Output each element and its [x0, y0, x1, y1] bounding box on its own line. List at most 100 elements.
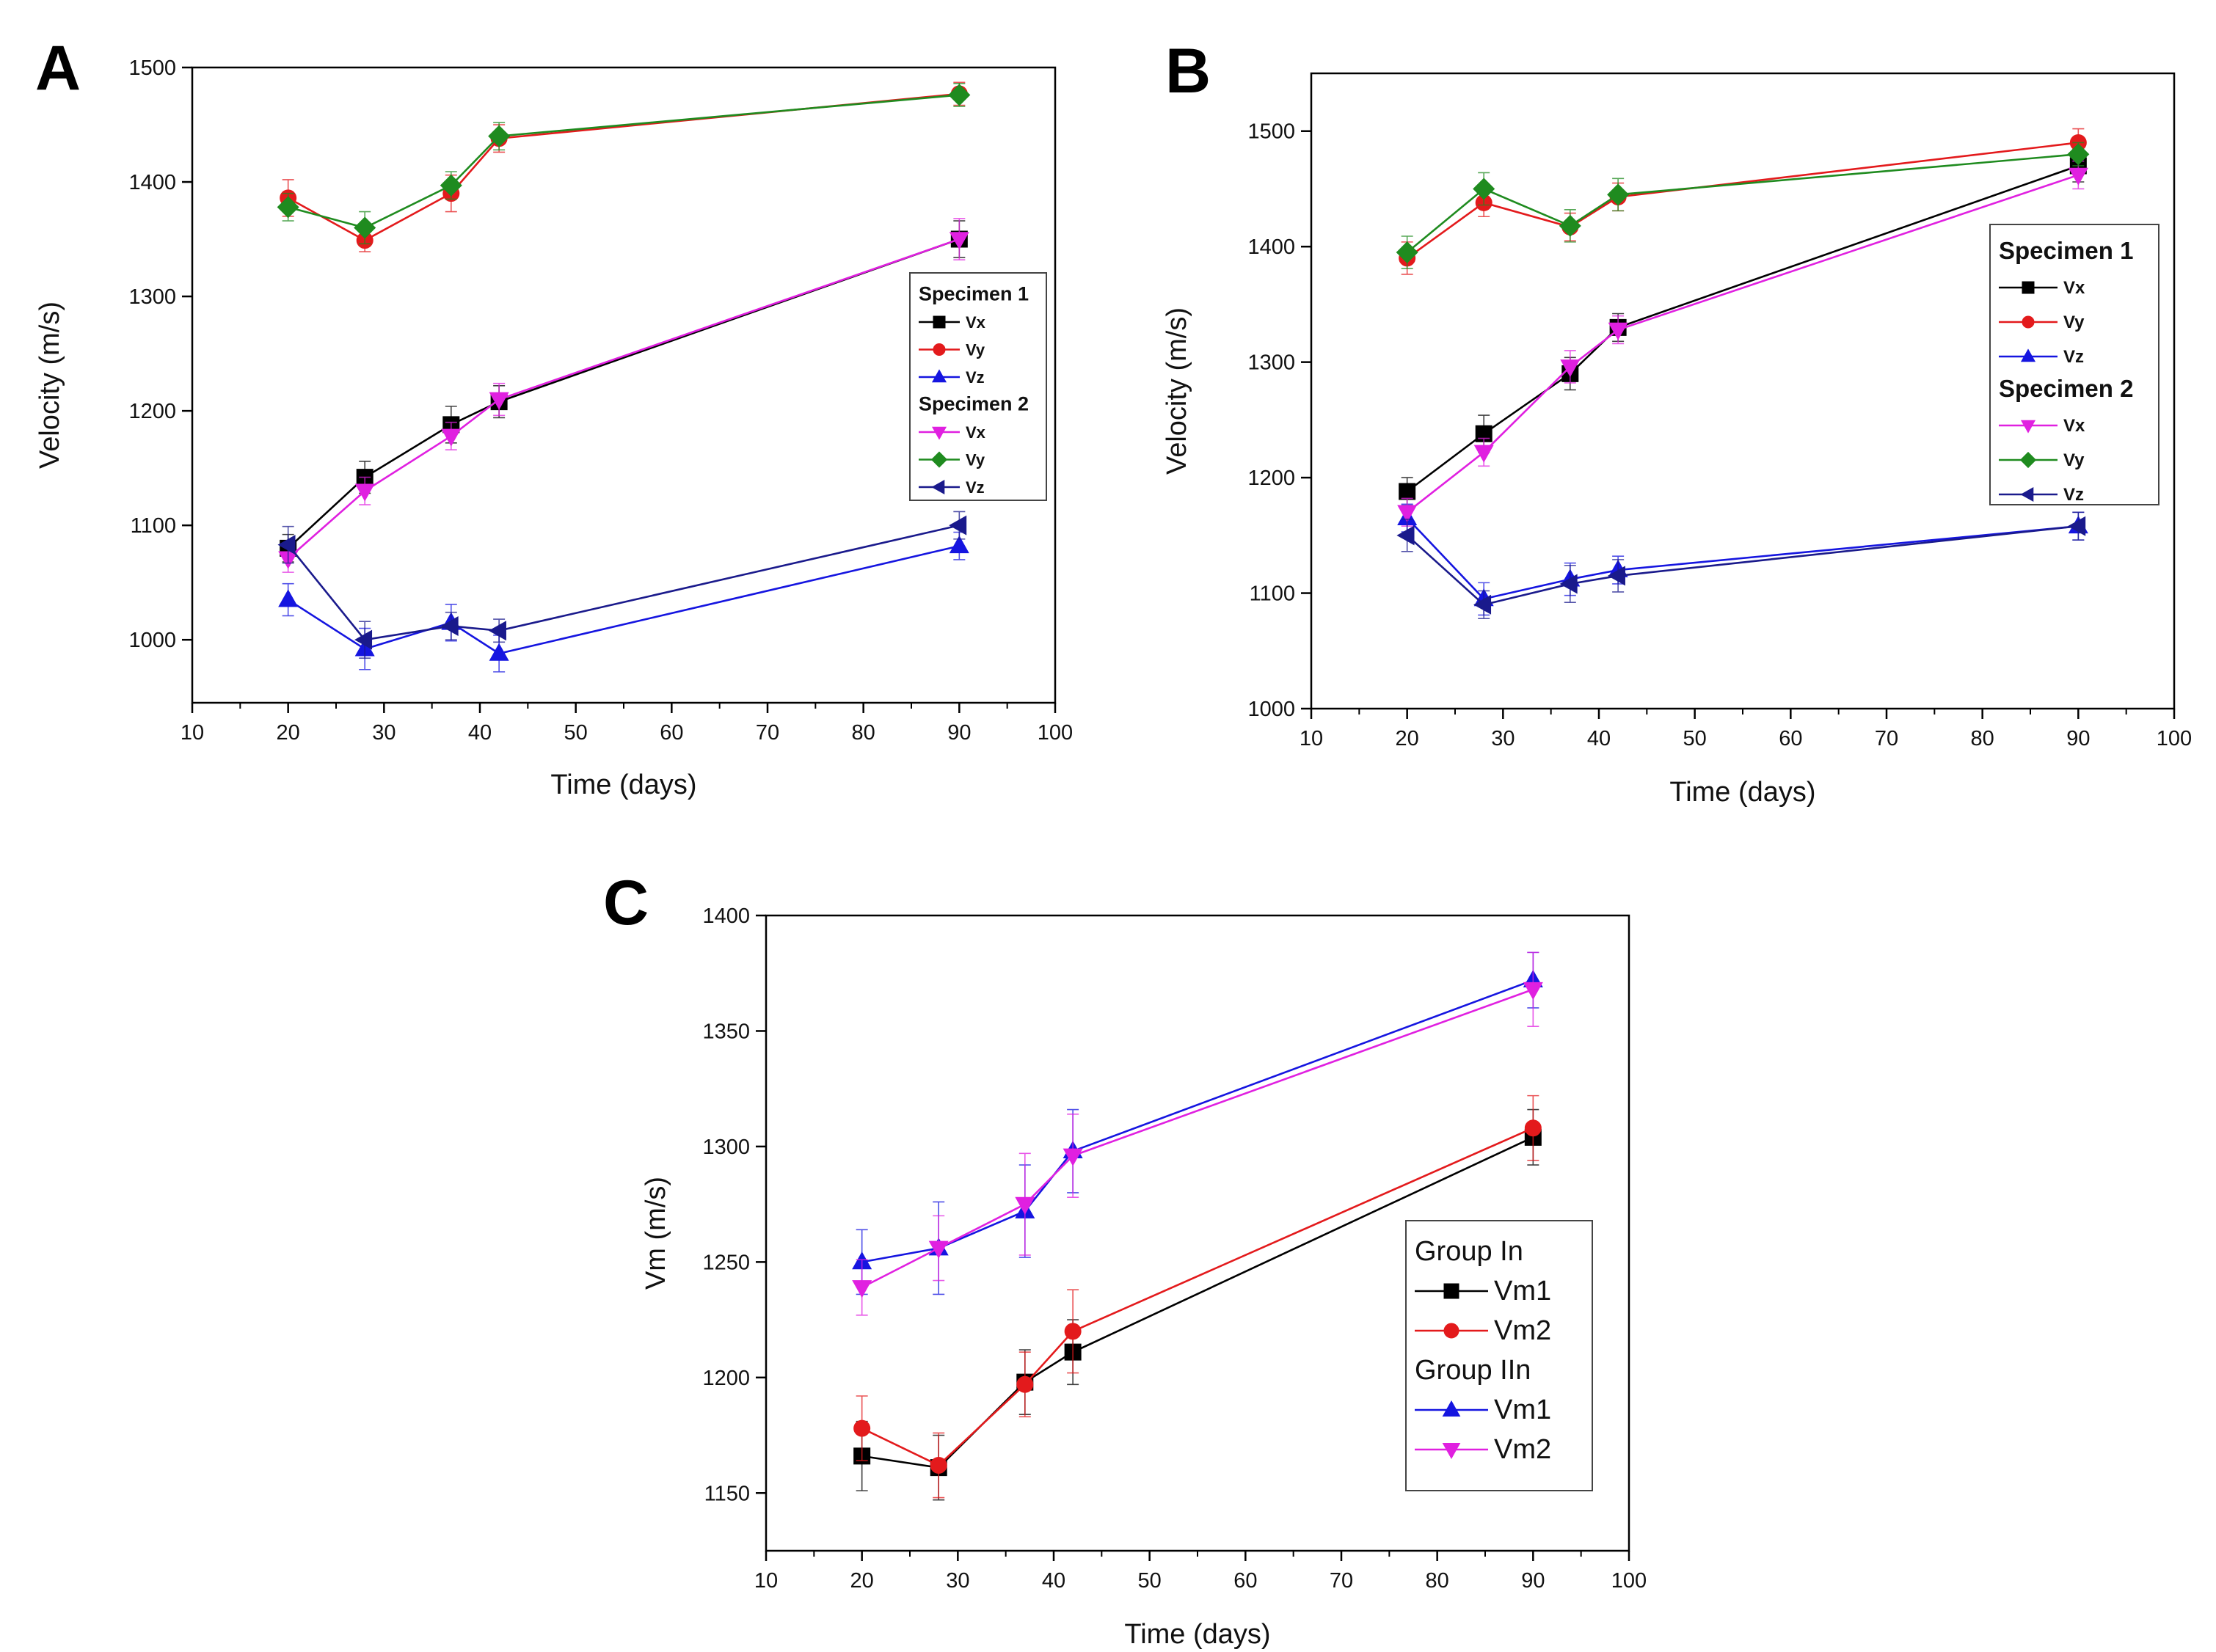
panel-b-legend: Specimen 1 Vx Vy Vz Specimen 2 Vx Vy Vz — [1989, 224, 2159, 505]
panel-c-data-point — [1016, 1375, 1034, 1393]
panel-c-legend-swatch-marker — [1442, 1400, 1461, 1417]
panel-b-x-tick-label: 20 — [1396, 727, 1419, 750]
panel-a-legend-swatch-marker — [933, 315, 946, 329]
panel-b-legend-item-label: Vy — [2063, 313, 2085, 332]
panel-a-data-point — [949, 232, 969, 250]
panel-c-y-axis-title: Vm (m/s) — [641, 1177, 671, 1290]
panel-b-y-tick-label: 1200 — [1247, 467, 1295, 490]
panel-a-series-3 — [278, 218, 969, 573]
panel-a-data-point — [440, 174, 462, 197]
panel-c-data-point — [852, 1280, 872, 1298]
panel-a-legend-item-label: Vx — [966, 423, 986, 442]
panel-b-data-point — [1473, 445, 1494, 463]
panel-b-data-point — [1396, 241, 1418, 264]
panel-b-x-axis-title: Time (days) — [1669, 777, 1815, 808]
panel-c-x-tick-label: 50 — [1138, 1569, 1162, 1593]
panel-b-x-tick-label: 80 — [1971, 727, 1994, 750]
panel-c-x-tick-label: 40 — [1042, 1569, 1065, 1593]
panel-c-legend-item-label: Vm2 — [1494, 1315, 1551, 1346]
panel-a-legend-swatch-marker — [933, 343, 946, 356]
panel-a-data-point — [949, 536, 969, 554]
panel-c-x-tick-label: 20 — [850, 1569, 874, 1593]
panel-b-data-point — [1559, 574, 1578, 594]
panel-a-x-tick-label: 30 — [372, 721, 396, 745]
panel-a-data-point — [488, 621, 506, 641]
panel-b-legend-swatch-marker — [2020, 420, 2036, 434]
panel-c-x-tick-label: 10 — [754, 1569, 778, 1593]
panel-c-x-tick-label: 80 — [1426, 1569, 1449, 1593]
panel-c-data-point — [853, 1419, 871, 1437]
panel-b-data-point — [1396, 525, 1415, 546]
panel-c-data-point — [1523, 982, 1543, 1000]
panel-a-legend-item-label: Vz — [966, 478, 985, 497]
panel-a-data-point — [354, 483, 375, 502]
panel-b-legend-swatch-marker — [2020, 348, 2036, 362]
panel-b-data-point — [1399, 483, 1416, 500]
panel-c-data-point — [928, 1240, 949, 1259]
panel-b-legend-item-label: Vx — [2063, 278, 2085, 298]
panel-a-y-tick-label: 1400 — [128, 171, 176, 194]
panel-a-data-point — [441, 428, 462, 447]
panel-a-y-tick-label: 1000 — [128, 629, 176, 652]
panel-b-x-tick-label: 60 — [1779, 727, 1802, 750]
panel-a-legend-box — [909, 272, 1047, 501]
panel-c-data-point — [1015, 1196, 1035, 1215]
panel-b-y-tick-label: 1400 — [1247, 235, 1295, 259]
panel-b-data-point — [1559, 214, 1581, 237]
panel-a-y-axis-title: Velocity (m/s) — [34, 301, 65, 469]
panel-a-legend-item-label: Vy — [966, 341, 985, 359]
panel-a-legend-swatch-marker — [931, 479, 945, 495]
panel-a-data-point — [277, 196, 299, 219]
panel-a-data-point — [488, 125, 511, 147]
panel-a-y-tick-label: 1300 — [128, 285, 176, 309]
panel-a-legend: Specimen 1 Vx Vy Vz Specimen 2 Vx Vy Vz — [909, 272, 1047, 501]
panel-c-legend-box — [1405, 1220, 1593, 1491]
panel-b-data-point — [1560, 359, 1581, 378]
panel-a-x-axis-title: Time (days) — [550, 770, 696, 800]
panel-b-data-point — [1607, 566, 1625, 586]
panel-c-legend-item-label: Vm1 — [1494, 1395, 1551, 1425]
panel-b-legend-swatch-marker — [2022, 315, 2035, 329]
panel-c-x-tick-label: 60 — [1233, 1569, 1257, 1593]
panel-b-series-3 — [1397, 160, 2088, 527]
panel-c-legend-group-title: Group IIn — [1415, 1355, 1531, 1386]
panel-a-legend-group-title: Specimen 1 — [919, 283, 1029, 305]
panel-b-x-tick-label: 40 — [1587, 727, 1611, 750]
panel-b-legend-group-title: Specimen 1 — [1999, 237, 2133, 264]
panel-c-series-3 — [852, 951, 1543, 1316]
panel-b-legend-item-label: Vz — [2063, 347, 2084, 367]
panel-a-series-4 — [277, 83, 971, 245]
panel-c-x-axis-title: Time (days) — [1124, 1619, 1270, 1650]
panel-c-y-tick-label: 1350 — [702, 1020, 750, 1043]
panel-a-x-tick-label: 80 — [852, 721, 875, 745]
panel-b-legend-item-label: Vx — [2063, 416, 2085, 436]
panel-b-x-tick-label: 50 — [1683, 727, 1707, 750]
panel-b-data-point — [1608, 322, 1628, 340]
panel-a-x-tick-label: 40 — [468, 721, 492, 745]
panel-a-data-point — [354, 216, 376, 239]
panel-b-series-4 — [1396, 142, 2090, 269]
panel-a-data-point — [489, 643, 509, 661]
panel-a-data-point — [277, 535, 296, 555]
panel-c-series-1 — [853, 1094, 1542, 1499]
panel-b-data-point — [1397, 505, 1418, 523]
panel-b-x-tick-label: 100 — [2157, 727, 2192, 750]
panel-b-legend-box — [1989, 224, 2159, 505]
panel-a-data-point — [948, 84, 971, 106]
panel-c-data-point — [1524, 1119, 1542, 1137]
panel-b-x-tick-label: 90 — [2066, 727, 2090, 750]
panel-a-x-tick-label: 90 — [947, 721, 971, 745]
panel-letter-c: C — [603, 868, 649, 938]
panel-c-legend-swatch-marker — [1443, 1323, 1459, 1339]
panel-a-y-tick-label: 1200 — [128, 400, 176, 423]
panel-b-y-tick-label: 1000 — [1247, 698, 1295, 721]
panel-a-y-tick-label: 1100 — [131, 514, 176, 538]
panel-a-data-point — [354, 629, 373, 650]
panel-c-legend-swatch-marker — [1443, 1283, 1459, 1299]
panel-b-y-tick-label: 1300 — [1247, 351, 1295, 375]
panel-a-legend-swatch-marker — [931, 369, 947, 383]
panel-a-data-point — [278, 589, 299, 607]
panel-c-y-tick-label: 1250 — [702, 1251, 750, 1274]
panel-c-legend-item-label: Vm1 — [1494, 1276, 1551, 1306]
